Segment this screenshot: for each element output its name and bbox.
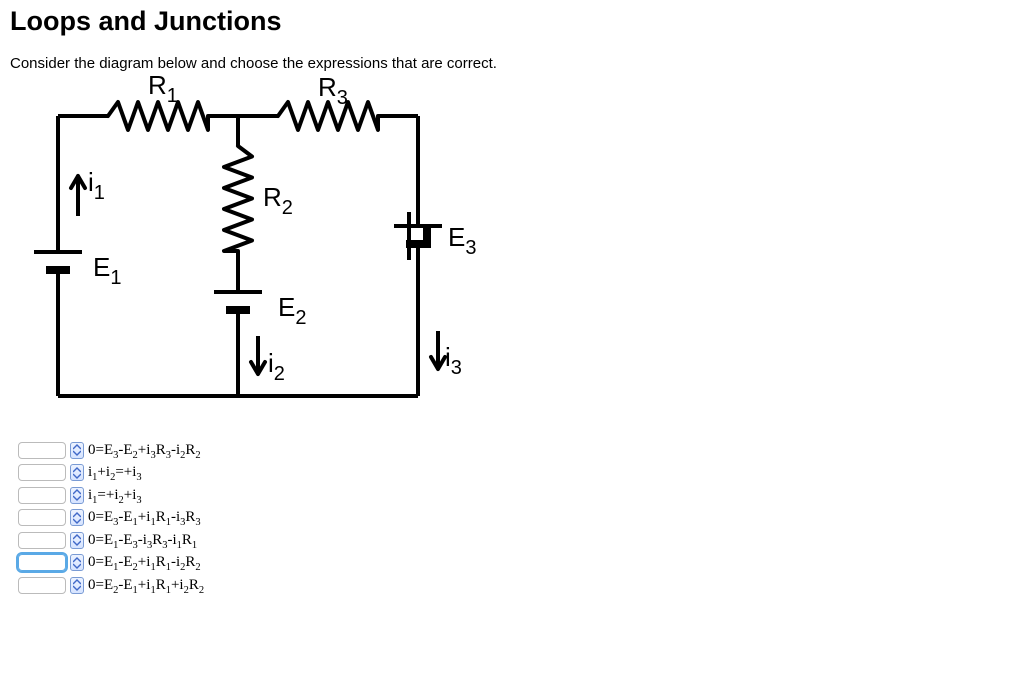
true-false-input[interactable]	[18, 532, 66, 549]
true-false-input[interactable]	[18, 442, 66, 459]
svg-text:i2: i2	[268, 348, 285, 385]
circuit-diagram: R1 R3 R2 E1 E2 E3 i1 i2 i3	[18, 76, 1014, 421]
stepper-button[interactable]	[70, 487, 84, 504]
stepper-button[interactable]	[70, 577, 84, 594]
chevron-down-icon	[73, 540, 81, 546]
chevron-down-icon	[73, 518, 81, 524]
answer-row: i1=+i2+i3	[18, 484, 1014, 507]
svg-text:i3: i3	[445, 342, 462, 379]
true-false-input[interactable]	[18, 464, 66, 481]
expression-text: 0=E1-E2+i1R1-i2R2	[88, 554, 201, 571]
answer-row: 0=E2-E1+i1R1+i2R2	[18, 574, 1014, 597]
chevron-down-icon	[73, 585, 81, 591]
stepper-button[interactable]	[70, 532, 84, 549]
chevron-down-icon	[73, 495, 81, 501]
true-false-input[interactable]	[18, 509, 66, 526]
svg-text:R2: R2	[263, 182, 293, 219]
svg-text:E3: E3	[448, 222, 476, 259]
stepper-button[interactable]	[70, 554, 84, 571]
stepper-button[interactable]	[70, 464, 84, 481]
stepper-button[interactable]	[70, 509, 84, 526]
svg-text:R3: R3	[318, 76, 348, 109]
true-false-input[interactable]	[18, 554, 66, 571]
svg-text:E2: E2	[278, 292, 306, 329]
svg-text:R1: R1	[148, 76, 178, 107]
question-prompt: Consider the diagram below and choose th…	[10, 55, 1014, 72]
true-false-input[interactable]	[18, 487, 66, 504]
stepper-button[interactable]	[70, 442, 84, 459]
answer-row: 0=E3-E1+i1R1-i3R3	[18, 507, 1014, 530]
answer-row: 0=E1-E3-i3R3-i1R1	[18, 529, 1014, 552]
answer-row: 0=E3-E2+i3R3-i2R2	[18, 439, 1014, 462]
page-title: Loops and Junctions	[10, 6, 1014, 37]
expression-text: 0=E1-E3-i3R3-i1R1	[88, 532, 197, 549]
true-false-input[interactable]	[18, 577, 66, 594]
chevron-down-icon	[73, 563, 81, 569]
answer-row: i1+i2=+i3	[18, 462, 1014, 485]
answer-row: 0=E1-E2+i1R1-i2R2	[18, 552, 1014, 575]
chevron-down-icon	[73, 473, 81, 479]
chevron-down-icon	[73, 450, 81, 456]
answer-list: 0=E3-E2+i3R3-i2R2 i1+i2=+i3 i1=+i2+i3 0=E3-…	[18, 439, 1014, 597]
expression-text: 0=E3-E2+i3R3-i2R2	[88, 442, 201, 459]
expression-text: i1+i2=+i3	[88, 464, 142, 481]
expression-text: 0=E2-E1+i1R1+i2R2	[88, 577, 204, 594]
expression-text: i1=+i2+i3	[88, 487, 142, 504]
svg-text:i1: i1	[88, 167, 105, 204]
svg-text:E1: E1	[93, 252, 121, 289]
expression-text: 0=E3-E1+i1R1-i3R3	[88, 509, 201, 526]
